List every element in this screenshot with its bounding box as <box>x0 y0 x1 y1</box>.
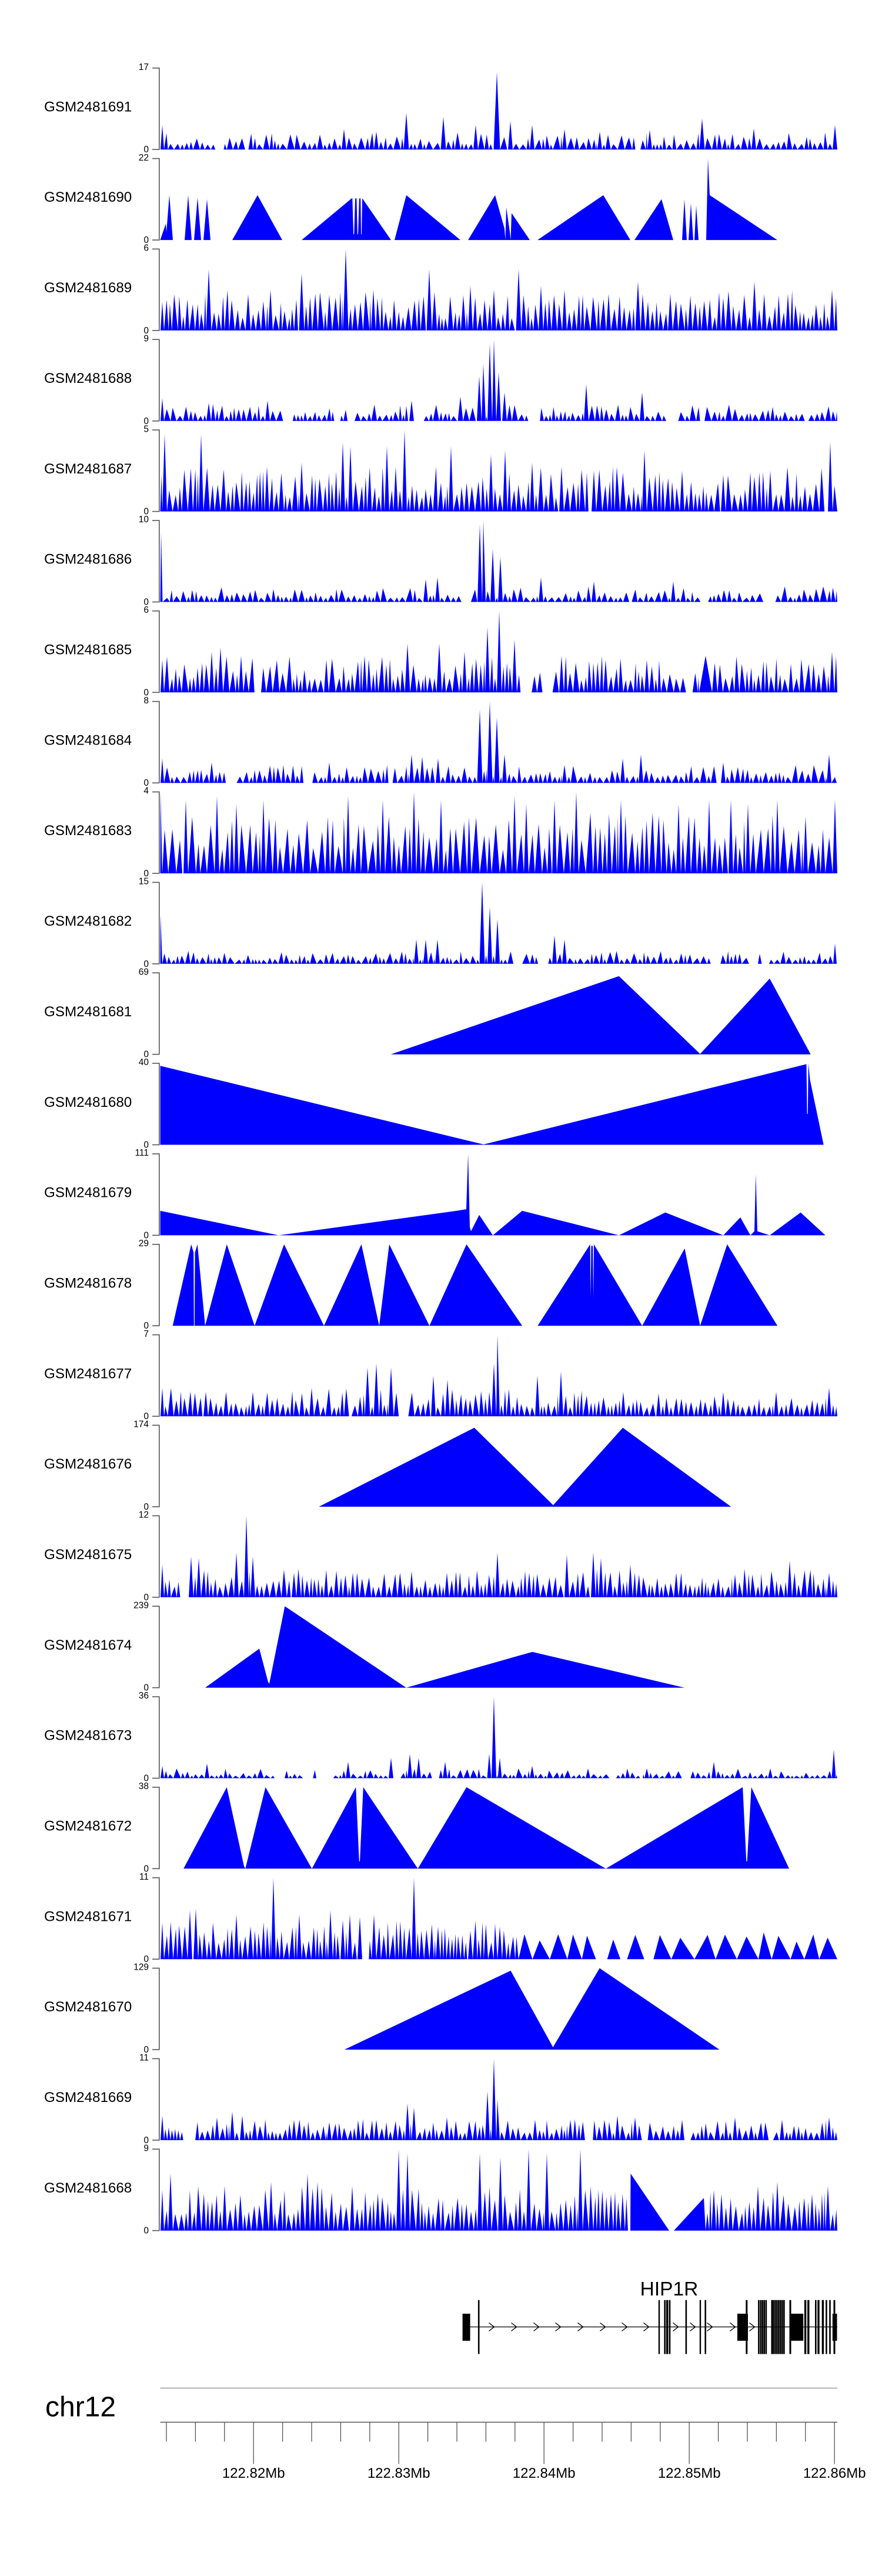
svg-text:GSM2481687: GSM2481687 <box>44 461 132 477</box>
svg-text:GSM2481671: GSM2481671 <box>44 1908 132 1924</box>
svg-text:0: 0 <box>143 869 149 879</box>
svg-text:0: 0 <box>143 235 149 245</box>
svg-text:GSM2481689: GSM2481689 <box>44 280 132 296</box>
svg-text:0: 0 <box>143 145 149 155</box>
svg-text:174: 174 <box>133 1420 149 1430</box>
svg-text:GSM2481670: GSM2481670 <box>44 1999 132 2015</box>
svg-text:122.82Mb: 122.82Mb <box>222 2465 285 2481</box>
svg-text:111: 111 <box>135 1148 149 1158</box>
svg-text:22: 22 <box>139 153 149 163</box>
svg-text:GSM2481691: GSM2481691 <box>44 99 132 115</box>
svg-text:GSM2481681: GSM2481681 <box>44 1004 132 1020</box>
svg-text:GSM2481668: GSM2481668 <box>44 2180 132 2196</box>
svg-text:0: 0 <box>143 598 149 608</box>
svg-text:GSM2481674: GSM2481674 <box>44 1637 132 1653</box>
svg-text:HIP1R: HIP1R <box>640 2278 699 2300</box>
svg-text:0: 0 <box>143 1230 149 1240</box>
svg-text:GSM2481676: GSM2481676 <box>44 1456 132 1472</box>
svg-text:12: 12 <box>139 1510 149 1520</box>
svg-text:0: 0 <box>143 959 149 969</box>
svg-text:239: 239 <box>133 1600 149 1610</box>
svg-text:38: 38 <box>139 1781 149 1791</box>
svg-text:0: 0 <box>143 1140 149 1150</box>
svg-text:GSM2481685: GSM2481685 <box>44 642 132 658</box>
svg-text:GSM2481684: GSM2481684 <box>44 732 132 748</box>
svg-text:GSM2481677: GSM2481677 <box>44 1366 132 1382</box>
svg-text:0: 0 <box>143 507 149 517</box>
svg-text:0: 0 <box>143 778 149 788</box>
svg-text:29: 29 <box>139 1239 149 1249</box>
svg-text:GSM2481669: GSM2481669 <box>44 2090 132 2105</box>
svg-text:0: 0 <box>143 1050 149 1060</box>
svg-text:0: 0 <box>143 1774 149 1784</box>
svg-text:122.84Mb: 122.84Mb <box>513 2465 576 2481</box>
svg-text:0: 0 <box>143 326 149 336</box>
svg-text:122.86Mb: 122.86Mb <box>803 2465 866 2481</box>
svg-text:chr12: chr12 <box>45 2392 116 2423</box>
svg-text:0: 0 <box>143 1502 149 1512</box>
svg-text:0: 0 <box>143 1864 149 1874</box>
svg-text:9: 9 <box>143 334 149 344</box>
svg-text:6: 6 <box>143 605 149 615</box>
svg-text:GSM2481672: GSM2481672 <box>44 1818 132 1834</box>
svg-text:122.85Mb: 122.85Mb <box>658 2465 721 2481</box>
svg-text:GSM2481683: GSM2481683 <box>44 823 132 839</box>
svg-text:GSM2481682: GSM2481682 <box>44 913 132 929</box>
svg-text:0: 0 <box>143 688 149 698</box>
svg-text:0: 0 <box>143 1593 149 1603</box>
svg-text:0: 0 <box>143 416 149 426</box>
svg-text:40: 40 <box>139 1057 149 1067</box>
svg-text:11: 11 <box>139 2053 149 2063</box>
svg-text:GSM2481679: GSM2481679 <box>44 1185 132 1201</box>
svg-text:GSM2481680: GSM2481680 <box>44 1095 132 1110</box>
svg-text:15: 15 <box>139 877 149 887</box>
svg-text:69: 69 <box>139 967 149 977</box>
svg-text:129: 129 <box>133 1963 149 1973</box>
svg-text:GSM2481673: GSM2481673 <box>44 1728 132 1744</box>
svg-text:4: 4 <box>143 786 149 796</box>
svg-text:7: 7 <box>143 1329 149 1339</box>
svg-text:0: 0 <box>143 1321 149 1331</box>
svg-text:5: 5 <box>143 424 149 434</box>
svg-text:9: 9 <box>143 2143 149 2153</box>
svg-text:GSM2481686: GSM2481686 <box>44 552 132 568</box>
svg-text:122.83Mb: 122.83Mb <box>368 2465 430 2481</box>
svg-text:0: 0 <box>143 2045 149 2055</box>
svg-text:36: 36 <box>139 1691 149 1701</box>
svg-text:6: 6 <box>143 243 149 253</box>
svg-text:17: 17 <box>139 62 149 72</box>
svg-text:10: 10 <box>139 515 149 525</box>
svg-text:GSM2481688: GSM2481688 <box>44 371 132 386</box>
svg-text:0: 0 <box>143 2135 149 2145</box>
svg-text:11: 11 <box>139 1872 149 1882</box>
svg-text:0: 0 <box>143 1683 149 1693</box>
svg-text:0: 0 <box>143 1954 149 1964</box>
svg-text:8: 8 <box>143 696 149 706</box>
svg-text:GSM2481690: GSM2481690 <box>44 189 132 205</box>
svg-text:0: 0 <box>143 2226 149 2236</box>
svg-text:GSM2481678: GSM2481678 <box>44 1275 132 1291</box>
svg-text:GSM2481675: GSM2481675 <box>44 1547 132 1563</box>
svg-text:0: 0 <box>143 1412 149 1422</box>
